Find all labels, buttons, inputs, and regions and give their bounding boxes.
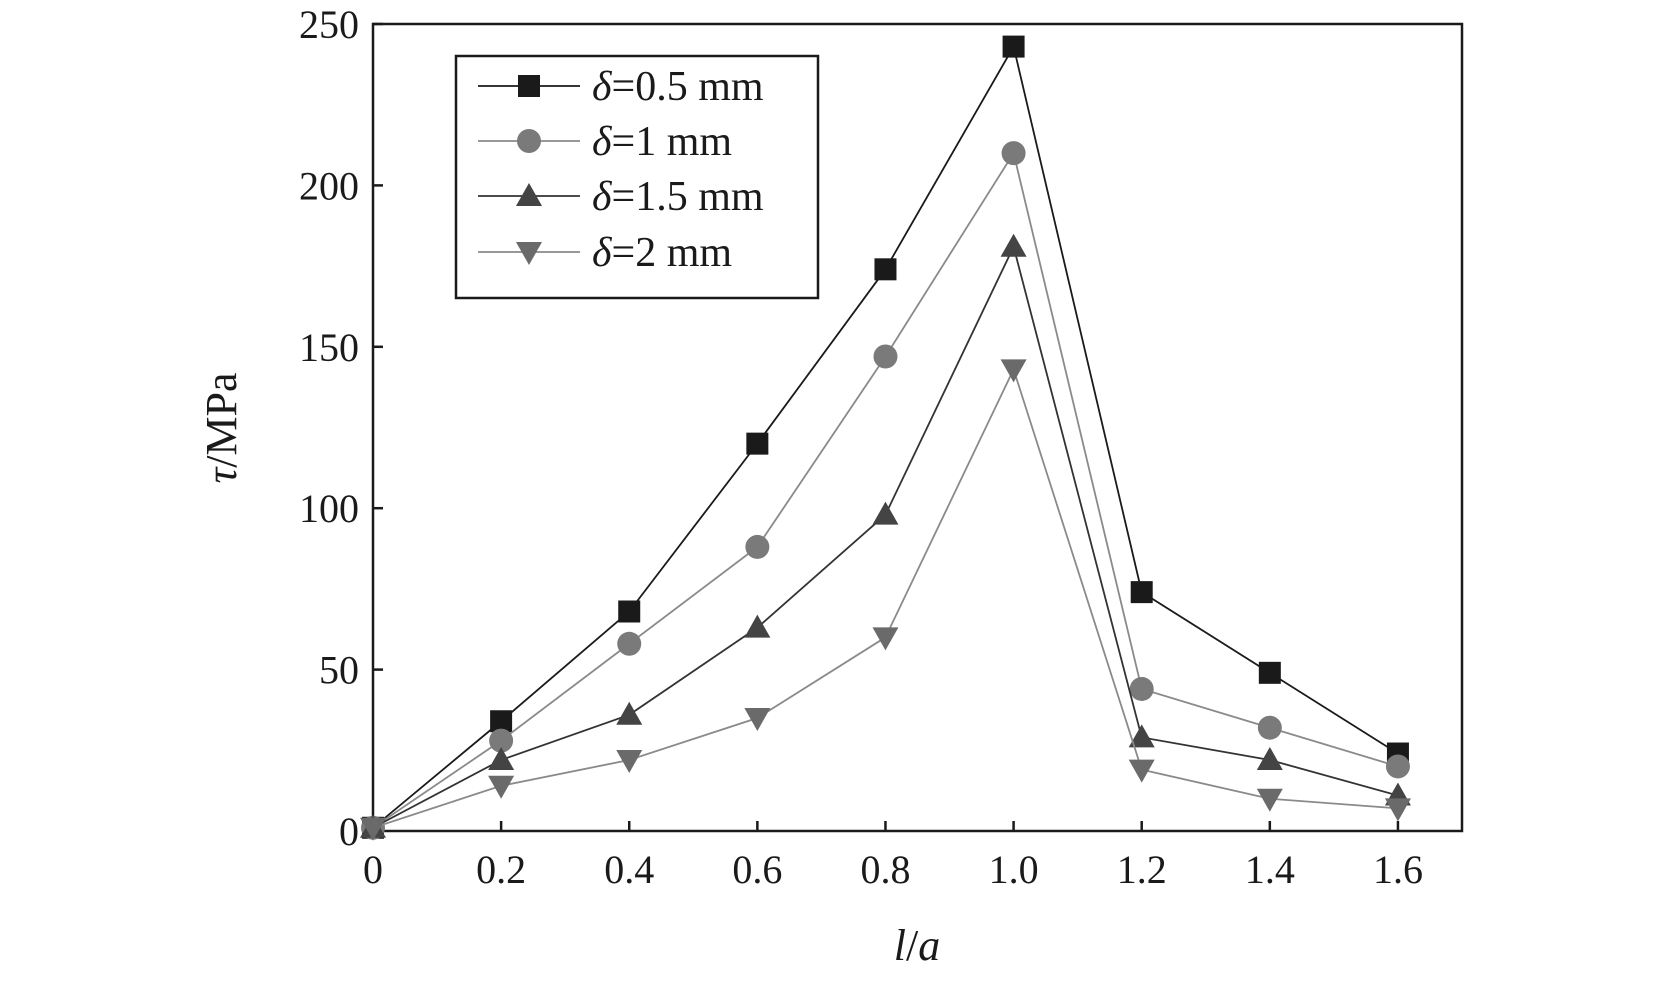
data-point [1002, 35, 1025, 58]
data-point [874, 258, 897, 281]
legend-value: =1 mm [612, 119, 733, 165]
plot-area [371, 22, 1464, 833]
x-axis-label-var2: a [918, 921, 940, 970]
data-point [1258, 661, 1281, 684]
x-axis-label-sep: / [906, 921, 919, 970]
legend-label: δ=0.5 mm [592, 64, 764, 110]
legend-marker [516, 183, 542, 206]
data-point [746, 432, 769, 455]
y-axis: 0 50 100 150 200 250 [299, 2, 383, 854]
legend-marker [516, 242, 542, 265]
y-tick-label: 0 [339, 809, 359, 854]
legend-label: δ=2 mm [592, 230, 732, 276]
y-axis-label: τ/MPa [197, 372, 246, 483]
legend-marker [518, 75, 540, 97]
series-line [372, 366, 1399, 829]
data-point [1128, 759, 1155, 783]
legend-item: δ=1.5 mm [478, 174, 764, 220]
legend-value: =2 mm [612, 230, 733, 276]
data-point [490, 710, 513, 733]
series-line [372, 244, 1399, 829]
x-tick-label: 0.8 [860, 847, 910, 892]
y-tick-label: 250 [299, 2, 359, 47]
data-point [489, 728, 514, 753]
data-point [618, 600, 641, 623]
legend-items: δ=0.5 mmδ=1 mmδ=1.5 mmδ=2 mm [478, 64, 764, 276]
legend-symbol: δ [592, 119, 613, 165]
legend-label: δ=1.5 mm [592, 174, 764, 220]
legend: δ=0.5 mmδ=1 mmδ=1.5 mmδ=2 mm [454, 54, 820, 300]
data-point [1128, 724, 1155, 748]
data-point [872, 501, 899, 525]
data-point [488, 746, 515, 770]
legend-item: δ=2 mm [478, 230, 732, 276]
x-tick-label: 0 [363, 847, 383, 892]
data-point [873, 344, 898, 369]
x-axis-label: l/a [894, 921, 940, 970]
x-tick-label: 1.6 [1373, 847, 1423, 892]
x-axis-label-var1: l [894, 921, 906, 970]
data-point [488, 775, 515, 799]
data-point [360, 817, 386, 841]
y-tick-label: 50 [319, 648, 359, 693]
x-tick-label: 1.2 [1117, 847, 1167, 892]
data-point [744, 708, 771, 732]
data-point [1384, 798, 1411, 822]
y-tick-label: 200 [299, 163, 359, 208]
x-tick-label: 0.2 [476, 847, 526, 892]
data-point [1130, 581, 1153, 604]
legend-symbol: δ [592, 230, 613, 276]
data-point [1256, 788, 1283, 812]
x-tick-label: 0.4 [604, 847, 654, 892]
data-point [1129, 676, 1154, 701]
x-axis: 0 0.2 0.4 0.6 0.8 1.0 1.2 1.4 1.6 [363, 821, 1423, 892]
y-axis-label-unit: /MPa [197, 372, 246, 467]
legend-value: =1.5 mm [612, 174, 764, 220]
legend-label: δ=1 mm [592, 119, 732, 165]
data-point [872, 627, 899, 651]
data-point [1000, 233, 1027, 257]
series-1 [362, 35, 1409, 839]
legend-box [454, 54, 820, 300]
data-point [744, 614, 771, 638]
data-point [1256, 746, 1283, 770]
data-point [1001, 141, 1026, 166]
data-point [1257, 715, 1282, 740]
y-tick-label: 150 [299, 325, 359, 370]
legend-item: δ=1 mm [478, 119, 732, 165]
legend-symbol: δ [592, 64, 613, 110]
data-point [616, 749, 643, 773]
legend-value: =0.5 mm [612, 64, 764, 110]
data-point [1385, 754, 1410, 779]
legend-marker [517, 129, 541, 153]
y-axis-label-var: τ [197, 466, 246, 484]
data-point [616, 701, 643, 725]
data-point [1000, 359, 1027, 383]
data-point [745, 534, 770, 559]
data-point [617, 631, 642, 656]
series-4 [360, 359, 1411, 841]
x-tick-label: 1.0 [989, 847, 1039, 892]
legend-item: δ=0.5 mm [478, 64, 764, 110]
series-layer [360, 35, 1411, 841]
x-tick-label: 1.4 [1245, 847, 1295, 892]
y-tick-label: 100 [299, 486, 359, 531]
x-tick-label: 0.6 [732, 847, 782, 892]
series-3 [360, 233, 1411, 838]
legend-symbol: δ [592, 174, 613, 220]
